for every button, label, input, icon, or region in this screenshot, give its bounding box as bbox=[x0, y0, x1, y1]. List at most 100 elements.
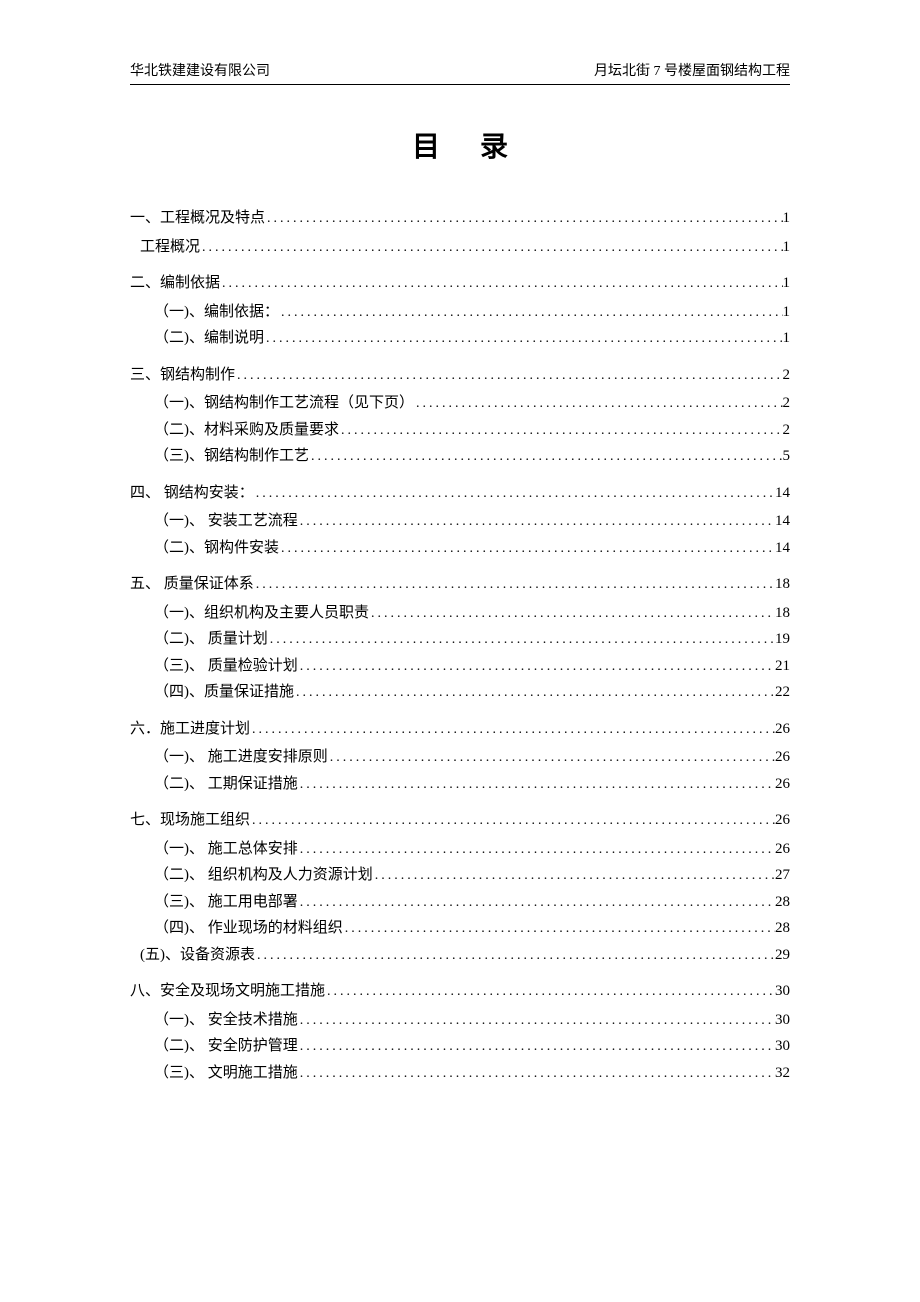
toc-label: （一)、 安装工艺流程 bbox=[154, 508, 298, 534]
toc-leader-dots: ........................................… bbox=[373, 864, 775, 889]
toc-entry: （三)、 文明施工措施.............................… bbox=[130, 1060, 790, 1087]
toc-entry: （四)、 作业现场的材料组织..........................… bbox=[130, 915, 790, 942]
toc-entry: （一)、 安装工艺流程.............................… bbox=[130, 508, 790, 535]
toc-page-number: 2 bbox=[783, 417, 791, 443]
toc-page-number: 30 bbox=[775, 978, 790, 1004]
toc-entry: 四、 钢结构安装：...............................… bbox=[130, 480, 790, 507]
toc-leader-dots: ........................................… bbox=[265, 207, 782, 232]
toc-leader-dots: ........................................… bbox=[414, 392, 783, 417]
document-page: 华北铁建建设有限公司 月坛北街 7 号楼屋面钢结构工程 目录 一、工程概况及特点… bbox=[0, 0, 920, 1146]
toc-entry: （二)、编制说明................................… bbox=[130, 325, 790, 352]
toc-leader-dots: ........................................… bbox=[250, 809, 775, 834]
toc-page-number: 28 bbox=[775, 889, 790, 915]
toc-leader-dots: ........................................… bbox=[298, 510, 775, 535]
toc-page-number: 2 bbox=[783, 362, 791, 388]
toc-page-number: 29 bbox=[775, 942, 790, 968]
toc-leader-dots: ........................................… bbox=[220, 272, 782, 297]
toc-label: 六．施工进度计划 bbox=[130, 716, 250, 742]
toc-leader-dots: ........................................… bbox=[369, 602, 775, 627]
toc-label: （一)、编制依据： bbox=[154, 299, 279, 325]
toc-leader-dots: ........................................… bbox=[325, 980, 775, 1005]
toc-label: （二)、材料采购及质量要求 bbox=[154, 417, 339, 443]
toc-page-number: 30 bbox=[775, 1007, 790, 1033]
toc-label: （一)、钢结构制作工艺流程（见下页） bbox=[154, 390, 414, 416]
toc-leader-dots: ........................................… bbox=[298, 773, 775, 798]
toc-label: （四)、 作业现场的材料组织 bbox=[154, 915, 343, 941]
toc-label: 八、安全及现场文明施工措施 bbox=[130, 978, 325, 1004]
toc-leader-dots: ........................................… bbox=[298, 1009, 775, 1034]
toc-label: （二)、 质量计划 bbox=[154, 626, 268, 652]
toc-label: 四、 钢结构安装： bbox=[130, 480, 254, 506]
toc-page-number: 26 bbox=[775, 744, 790, 770]
toc-page-number: 5 bbox=[783, 443, 791, 469]
toc-page-number: 1 bbox=[783, 205, 791, 231]
toc-entry: （三)、 施工用电部署.............................… bbox=[130, 889, 790, 916]
toc-label: （二)、钢构件安装 bbox=[154, 535, 279, 561]
toc-label: （一)、组织机构及主要人员职责 bbox=[154, 600, 369, 626]
toc-leader-dots: ........................................… bbox=[298, 1062, 775, 1087]
toc-leader-dots: ........................................… bbox=[298, 1035, 775, 1060]
toc-page-number: 27 bbox=[775, 862, 790, 888]
toc-leader-dots: ........................................… bbox=[264, 327, 783, 352]
toc-page-number: 26 bbox=[775, 716, 790, 742]
toc-entry: （四)、质量保证措施..............................… bbox=[130, 679, 790, 706]
toc-entry: （一)、组织机构及主要人员职责.........................… bbox=[130, 600, 790, 627]
toc-label: 二、编制依据 bbox=[130, 270, 220, 296]
header-left: 华北铁建建设有限公司 bbox=[130, 60, 270, 80]
toc-leader-dots: ........................................… bbox=[279, 537, 775, 562]
toc-page-number: 21 bbox=[775, 653, 790, 679]
toc-leader-dots: ........................................… bbox=[294, 681, 775, 706]
toc-entry: （二)、钢构件安装...............................… bbox=[130, 535, 790, 562]
toc-entry: （二)、材料采购及质量要求...........................… bbox=[130, 417, 790, 444]
toc-page-number: 14 bbox=[775, 480, 790, 506]
toc-leader-dots: ........................................… bbox=[298, 655, 775, 680]
toc-label: （二)、编制说明 bbox=[154, 325, 264, 351]
toc-label: （一)、 施工进度安排原则 bbox=[154, 744, 328, 770]
toc-leader-dots: ........................................… bbox=[254, 573, 775, 598]
toc-page-number: 19 bbox=[775, 626, 790, 652]
toc-label: （一)、 安全技术措施 bbox=[154, 1007, 298, 1033]
toc-page-number: 26 bbox=[775, 771, 790, 797]
toc-label: 七、现场施工组织 bbox=[130, 807, 250, 833]
toc-leader-dots: ........................................… bbox=[328, 746, 775, 771]
toc-label: 一、工程概况及特点 bbox=[130, 205, 265, 231]
toc-page-number: 2 bbox=[783, 390, 791, 416]
toc-entry: 七、现场施工组织................................… bbox=[130, 807, 790, 834]
toc-page-number: 14 bbox=[775, 535, 790, 561]
toc-page-number: 30 bbox=[775, 1033, 790, 1059]
toc-label: （三)、 质量检验计划 bbox=[154, 653, 298, 679]
toc-page-number: 26 bbox=[775, 836, 790, 862]
document-title: 目录 bbox=[130, 125, 790, 165]
toc-page-number: 28 bbox=[775, 915, 790, 941]
toc-page-number: 26 bbox=[775, 807, 790, 833]
toc-label: （三)、 文明施工措施 bbox=[154, 1060, 298, 1086]
toc-leader-dots: ........................................… bbox=[298, 838, 775, 863]
toc-label: （二)、 组织机构及人力资源计划 bbox=[154, 862, 373, 888]
header-right: 月坛北街 7 号楼屋面钢结构工程 bbox=[594, 60, 790, 80]
toc-leader-dots: ........................................… bbox=[298, 891, 775, 916]
toc-entry: （一)、编制依据：...............................… bbox=[130, 299, 790, 326]
toc-entry: （一)、 施工总体安排.............................… bbox=[130, 836, 790, 863]
toc-entry: (五)、设备资源表...............................… bbox=[130, 942, 790, 969]
toc-entry: （二)、 安全防护管理.............................… bbox=[130, 1033, 790, 1060]
toc-label: 工程概况 bbox=[140, 234, 200, 260]
toc-page-number: 32 bbox=[775, 1060, 790, 1086]
toc-label: （二)、 工期保证措施 bbox=[154, 771, 298, 797]
toc-label: （四)、质量保证措施 bbox=[154, 679, 294, 705]
toc-entry: （一)、 施工进度安排原则...........................… bbox=[130, 744, 790, 771]
toc-leader-dots: ........................................… bbox=[254, 482, 775, 507]
toc-page-number: 18 bbox=[775, 600, 790, 626]
toc-page-number: 14 bbox=[775, 508, 790, 534]
toc-entry: 一、工程概况及特点...............................… bbox=[130, 205, 790, 232]
table-of-contents: 一、工程概况及特点...............................… bbox=[130, 205, 790, 1086]
toc-label: （一)、 施工总体安排 bbox=[154, 836, 298, 862]
toc-page-number: 1 bbox=[783, 325, 791, 351]
toc-entry: （一)、 安全技术措施.............................… bbox=[130, 1007, 790, 1034]
toc-entry: 六．施工进度计划................................… bbox=[130, 716, 790, 743]
toc-leader-dots: ........................................… bbox=[343, 917, 775, 942]
toc-entry: （二)、 质量计划...............................… bbox=[130, 626, 790, 653]
toc-label: (五)、设备资源表 bbox=[140, 942, 255, 968]
toc-leader-dots: ........................................… bbox=[268, 628, 775, 653]
toc-entry: 工程概况....................................… bbox=[130, 234, 790, 261]
toc-entry: （三)、 质量检验计划.............................… bbox=[130, 653, 790, 680]
